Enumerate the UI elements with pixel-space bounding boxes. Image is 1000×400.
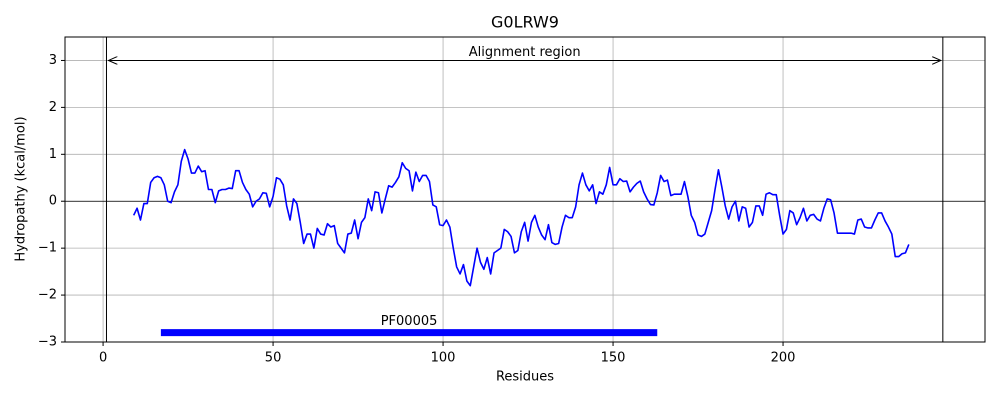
plot-frame — [64, 36, 986, 343]
y-tick-label: 2 — [49, 100, 57, 115]
y-tick-label: −1 — [38, 241, 57, 256]
y-tick-label: 1 — [49, 147, 57, 162]
x-axis-label: Residues — [496, 370, 554, 385]
domain-label: PF00005 — [381, 314, 438, 329]
y-tick-label: 0 — [49, 194, 57, 209]
data-line — [132, 148, 910, 287]
x-tick-label: 0 — [99, 351, 107, 366]
y-axis-label: Hydropathy (kcal/mol) — [14, 116, 29, 261]
x-tick-label: 150 — [601, 351, 626, 366]
chart-title: G0LRW9 — [491, 13, 559, 32]
y-tick-label: −2 — [38, 288, 57, 303]
region-label: Alignment region — [469, 45, 581, 60]
x-tick-label: 100 — [431, 351, 456, 366]
x-tick-label: 50 — [265, 351, 282, 366]
x-tick-label: 200 — [771, 351, 796, 366]
y-tick-label: 3 — [49, 53, 57, 68]
y-tick-label: −3 — [38, 335, 57, 350]
